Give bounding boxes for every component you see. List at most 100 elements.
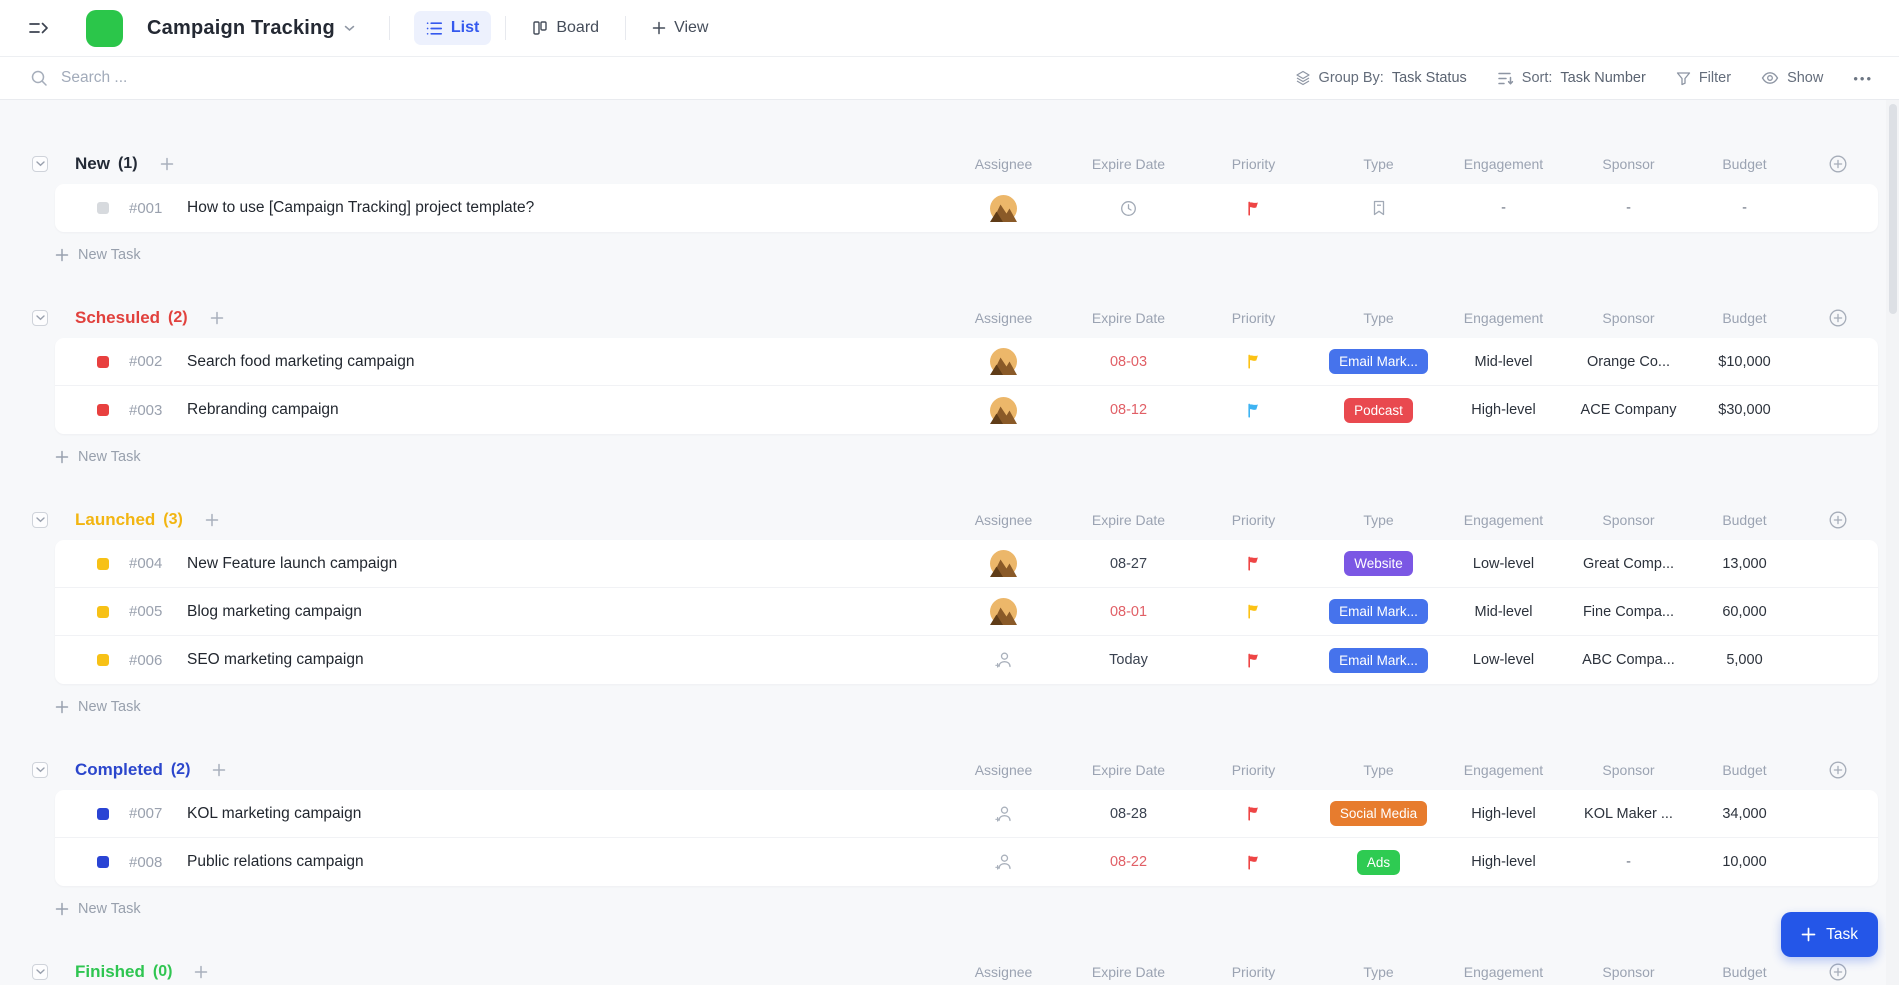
- type-badge[interactable]: Email Mark...: [1329, 349, 1428, 374]
- sort-control[interactable]: Sort: Task Number: [1497, 70, 1646, 86]
- budget-cell[interactable]: 13,000: [1722, 555, 1767, 572]
- expire-date-cell[interactable]: 08-01: [1066, 604, 1191, 620]
- expire-date-cell[interactable]: 08-27: [1066, 556, 1191, 572]
- priority-cell[interactable]: [1191, 402, 1316, 419]
- task-status-icon[interactable]: [97, 654, 109, 666]
- type-cell[interactable]: [1316, 199, 1441, 217]
- column-header[interactable]: Assignee: [941, 512, 1066, 528]
- column-header[interactable]: Engagement: [1441, 964, 1566, 980]
- type-cell[interactable]: Website: [1316, 551, 1441, 576]
- priority-cell[interactable]: [1191, 805, 1316, 822]
- task-status-icon[interactable]: [97, 807, 109, 820]
- sponsor-cell[interactable]: Orange Co...: [1586, 353, 1670, 370]
- task-status-icon[interactable]: [97, 404, 109, 416]
- task-title[interactable]: How to use [Campaign Tracking] project t…: [187, 199, 535, 216]
- table-row[interactable]: #004 New Feature launch campaign 08-27 Webs…: [55, 540, 1878, 588]
- column-header[interactable]: Assignee: [941, 156, 1066, 172]
- engagement-cell[interactable]: -: [1501, 200, 1506, 216]
- sponsor-cell[interactable]: KOL Maker ...: [1584, 805, 1673, 822]
- assignee-cell[interactable]: [941, 194, 1066, 222]
- priority-cell[interactable]: [1191, 854, 1316, 871]
- column-header[interactable]: Budget: [1691, 310, 1798, 326]
- assignee-cell[interactable]: [941, 804, 1066, 824]
- column-header[interactable]: Budget: [1691, 964, 1798, 980]
- tab-board[interactable]: Board: [520, 11, 611, 45]
- type-cell[interactable]: Email Mark...: [1316, 599, 1441, 624]
- table-row[interactable]: #002 Search food marketing campaign 08-03 E…: [55, 338, 1878, 386]
- table-row[interactable]: #001 How to use [Campaign Tracking] proje…: [55, 184, 1878, 232]
- type-cell[interactable]: Social Media: [1316, 801, 1441, 826]
- engagement-cell[interactable]: Mid-level: [1474, 603, 1533, 620]
- expire-date-cell[interactable]: 08-28: [1066, 806, 1191, 822]
- column-header[interactable]: Sponsor: [1566, 762, 1691, 778]
- column-header[interactable]: Type: [1316, 310, 1441, 326]
- priority-cell[interactable]: [1191, 200, 1316, 217]
- expire-date-cell[interactable]: Today: [1066, 652, 1191, 668]
- column-header[interactable]: Engagement: [1441, 310, 1566, 326]
- add-view-button[interactable]: View: [640, 11, 720, 45]
- scrollbar-thumb[interactable]: [1888, 104, 1897, 314]
- type-badge[interactable]: Ads: [1356, 849, 1401, 875]
- group-add-task-icon[interactable]: [160, 157, 174, 171]
- more-menu-icon[interactable]: •••: [1853, 71, 1873, 86]
- filter-control[interactable]: Filter: [1676, 70, 1731, 86]
- type-badge[interactable]: Email Mark...: [1329, 599, 1428, 624]
- column-header[interactable]: Expire Date: [1066, 762, 1191, 778]
- task-title[interactable]: Blog marketing campaign: [187, 602, 362, 620]
- new-task-button[interactable]: New Task: [55, 898, 141, 920]
- assignee-cell[interactable]: [941, 650, 1066, 670]
- add-column-button[interactable]: [1798, 962, 1878, 982]
- group-collapse-toggle[interactable]: [32, 762, 48, 778]
- budget-cell[interactable]: $30,000: [1718, 402, 1771, 418]
- engagement-cell[interactable]: Mid-level: [1474, 353, 1533, 370]
- sidebar-expand-icon[interactable]: [24, 15, 54, 41]
- column-header[interactable]: Budget: [1691, 512, 1798, 528]
- group-add-task-icon[interactable]: [212, 763, 226, 777]
- project-title-menu[interactable]: Campaign Tracking: [147, 17, 355, 40]
- priority-cell[interactable]: [1191, 603, 1316, 620]
- column-header[interactable]: Type: [1316, 512, 1441, 528]
- column-header[interactable]: Expire Date: [1066, 964, 1191, 980]
- column-header[interactable]: Priority: [1191, 762, 1316, 778]
- expire-date-cell[interactable]: 08-12: [1066, 402, 1191, 418]
- column-header[interactable]: Expire Date: [1066, 156, 1191, 172]
- engagement-cell[interactable]: High-level: [1471, 854, 1536, 870]
- column-header[interactable]: Type: [1316, 964, 1441, 980]
- column-header[interactable]: Priority: [1191, 310, 1316, 326]
- task-status-icon[interactable]: [97, 856, 109, 868]
- engagement-cell[interactable]: Low-level: [1472, 555, 1535, 572]
- tab-list[interactable]: List: [413, 11, 492, 45]
- task-title[interactable]: Public relations campaign: [187, 853, 364, 870]
- sponsor-cell[interactable]: ABC Compa...: [1582, 652, 1675, 668]
- add-column-button[interactable]: [1798, 510, 1878, 530]
- table-row[interactable]: #008 Public relations campaign 08-22 Ads Hig…: [55, 838, 1878, 886]
- column-header[interactable]: Sponsor: [1566, 964, 1691, 980]
- column-header[interactable]: Priority: [1191, 156, 1316, 172]
- column-header[interactable]: Priority: [1191, 964, 1316, 980]
- sponsor-cell[interactable]: Fine Compa...: [1582, 603, 1675, 620]
- table-row[interactable]: #005 Blog marketing campaign 08-01 Email Ma…: [55, 588, 1878, 636]
- column-header[interactable]: Type: [1316, 762, 1441, 778]
- task-title[interactable]: Search food marketing campaign: [187, 352, 415, 370]
- add-column-button[interactable]: [1798, 760, 1878, 780]
- sponsor-cell[interactable]: -: [1626, 854, 1631, 870]
- column-header[interactable]: Engagement: [1441, 156, 1566, 172]
- task-title[interactable]: Rebranding campaign: [187, 401, 339, 418]
- column-header[interactable]: Assignee: [941, 310, 1066, 326]
- table-row[interactable]: #003 Rebranding campaign 08-12 Podcast High-…: [55, 386, 1878, 434]
- search-input[interactable]: [61, 69, 481, 87]
- column-header[interactable]: Budget: [1691, 762, 1798, 778]
- budget-cell[interactable]: 60,000: [1722, 603, 1767, 620]
- task-status-icon[interactable]: [97, 557, 109, 570]
- add-column-button[interactable]: [1798, 308, 1878, 328]
- sponsor-cell[interactable]: ACE Company: [1580, 402, 1677, 418]
- budget-cell[interactable]: 34,000: [1722, 805, 1767, 822]
- column-header[interactable]: Budget: [1691, 156, 1798, 172]
- group-add-task-icon[interactable]: [194, 965, 208, 979]
- priority-cell[interactable]: [1191, 555, 1316, 572]
- type-cell[interactable]: Email Mark...: [1316, 647, 1441, 673]
- expire-date-cell[interactable]: 08-03: [1066, 354, 1191, 370]
- type-badge[interactable]: Podcast: [1344, 397, 1413, 423]
- column-header[interactable]: Assignee: [941, 964, 1066, 980]
- assignee-cell[interactable]: [941, 852, 1066, 872]
